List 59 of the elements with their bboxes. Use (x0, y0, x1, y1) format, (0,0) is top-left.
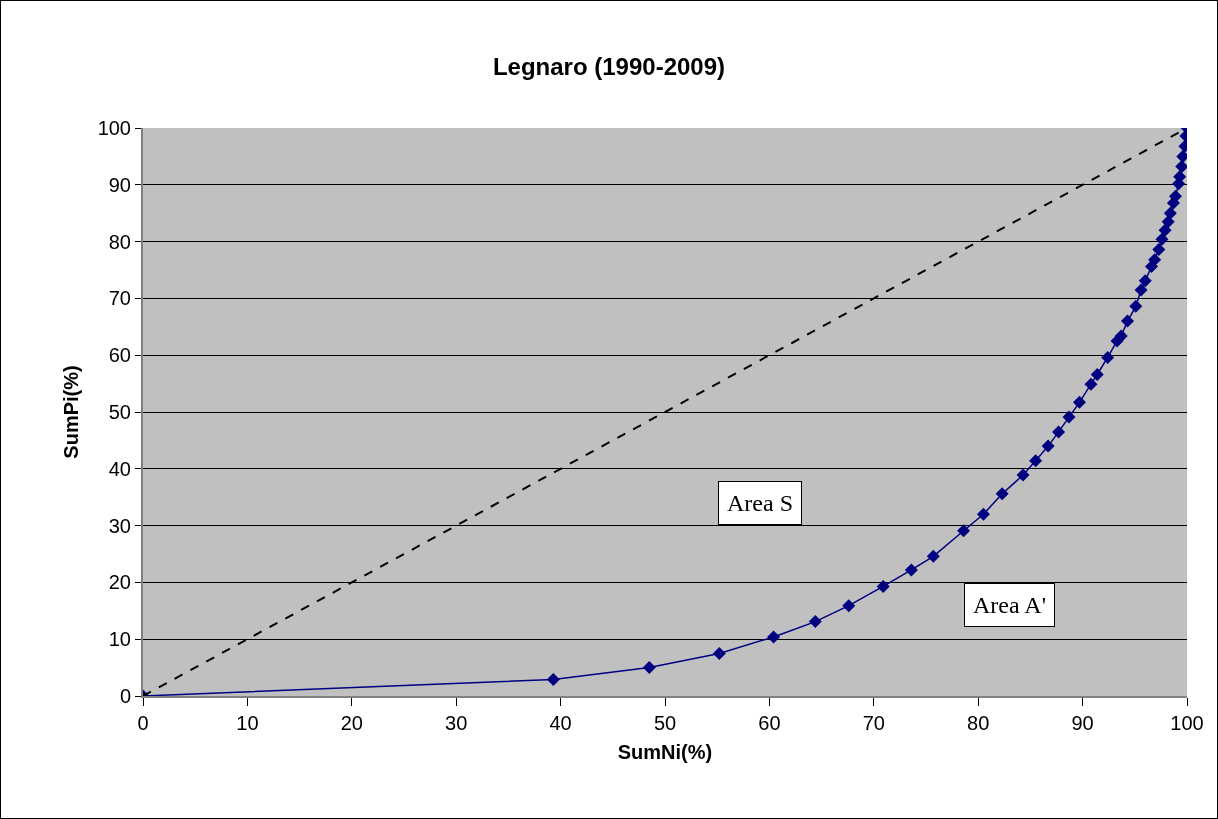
x-tick-label: 30 (445, 712, 468, 734)
x-axis-title: SumNi(%) (617, 741, 713, 763)
point (1052, 425, 1066, 439)
x-tick-label: 100 (1170, 712, 1204, 734)
point (1029, 454, 1043, 468)
point (1175, 160, 1187, 174)
point (1090, 368, 1104, 382)
y-tick-label: 60 (108, 344, 131, 367)
chart-title: Legnaro (1990-2009) (492, 52, 726, 80)
y-tick-label: 40 (108, 457, 131, 480)
y-tick-label: 80 (108, 230, 131, 253)
point (995, 487, 1009, 501)
point (1138, 274, 1152, 288)
y-tick-label: 90 (108, 173, 131, 196)
x-tick-label: 90 (1071, 712, 1094, 734)
x-tick-label: 80 (967, 712, 990, 734)
x-tick-label: 70 (862, 712, 885, 734)
y-tick-label: 100 (97, 117, 131, 139)
x-tick-label: 50 (653, 712, 677, 734)
point (1129, 299, 1143, 313)
x-tick-label: 10 (236, 712, 259, 734)
point (1101, 350, 1115, 364)
point (957, 524, 971, 538)
annotation: Area S (727, 490, 793, 516)
y-tick-label: 30 (108, 514, 131, 537)
point (712, 646, 726, 660)
point (976, 507, 990, 521)
x-tick-label: 60 (758, 712, 781, 734)
point (1120, 314, 1134, 328)
point (904, 563, 918, 577)
point (926, 549, 940, 563)
point (1169, 189, 1183, 203)
y-tick-label: 50 (108, 401, 131, 423)
point (1163, 206, 1177, 220)
point (767, 630, 781, 644)
point (1072, 395, 1086, 409)
x-tick-label: 40 (549, 712, 572, 734)
y-tick-label: 70 (108, 287, 131, 310)
point (1016, 468, 1030, 482)
x-tick-label: 20 (340, 712, 363, 734)
annotation: Area A' (973, 592, 1046, 618)
point (1148, 253, 1162, 267)
y-tick-label: 10 (108, 628, 131, 651)
point (1062, 410, 1076, 424)
y-axis-title: SumPi(%) (59, 365, 82, 459)
point (1152, 243, 1166, 257)
y-tick-label: 20 (108, 571, 131, 594)
x-tick-label: 0 (137, 712, 149, 734)
point (1155, 232, 1169, 246)
point (1134, 283, 1148, 297)
point (1041, 439, 1055, 453)
y-tick-label: 0 (119, 685, 131, 707)
point (546, 673, 560, 687)
point (808, 615, 822, 629)
point (1114, 329, 1128, 343)
point (1084, 377, 1098, 391)
point (642, 661, 656, 675)
point (842, 599, 856, 613)
point (876, 579, 890, 593)
